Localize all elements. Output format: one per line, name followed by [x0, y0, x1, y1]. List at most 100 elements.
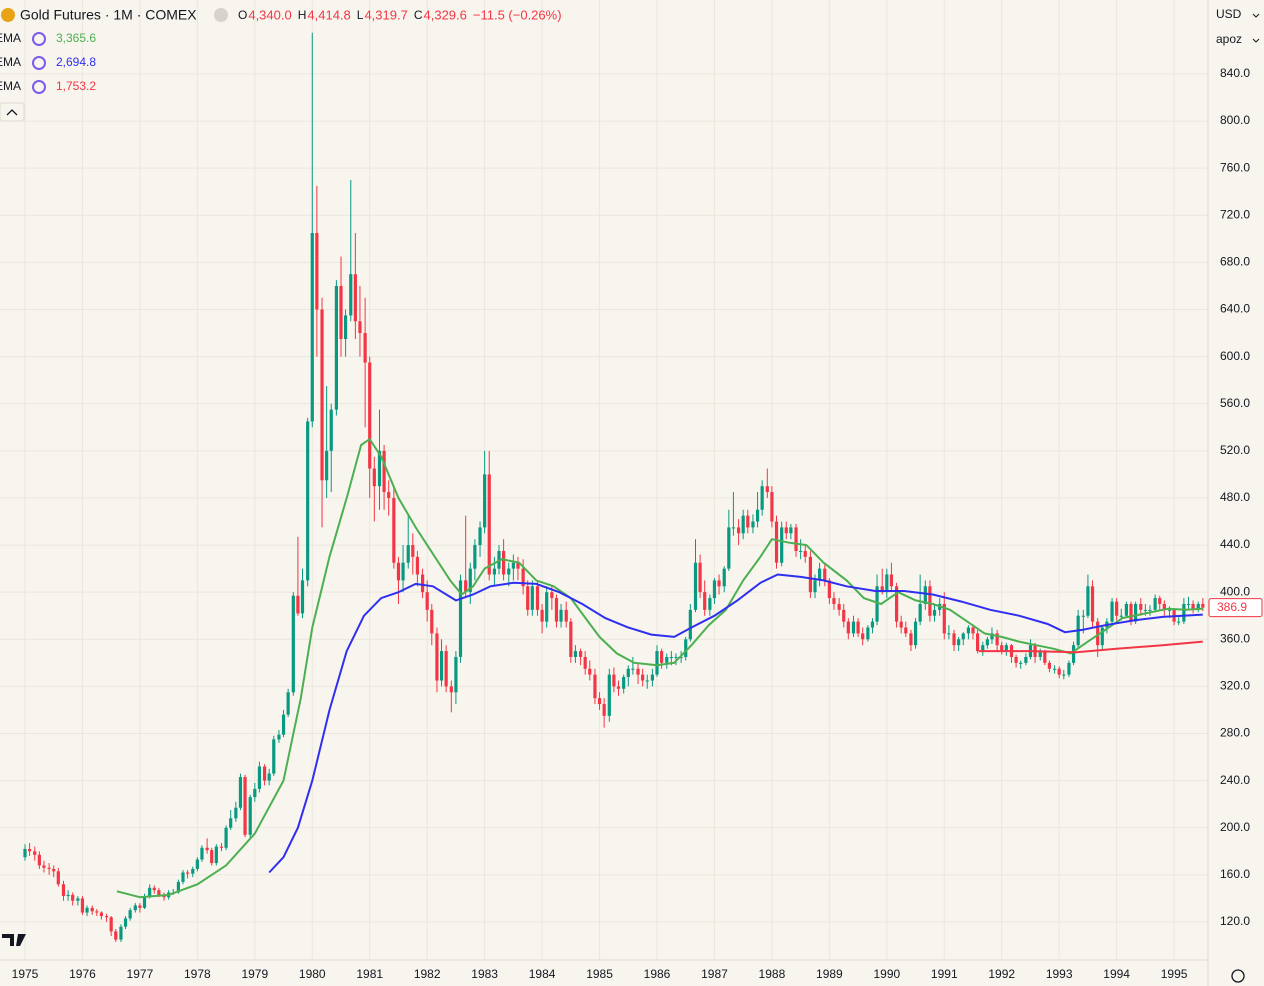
- candle: [224, 825, 228, 851]
- candle-body: [1052, 668, 1057, 670]
- y-tick-label: 320.0: [1220, 679, 1250, 693]
- legend-value: 2,694.8: [56, 55, 96, 69]
- y-tick-label: 280.0: [1220, 726, 1250, 740]
- candle-body: [693, 562, 698, 610]
- candle: [415, 550, 420, 587]
- candle: [717, 574, 721, 595]
- x-tick-label: 1994: [1103, 967, 1130, 981]
- scale-label[interactable]: apoz: [1216, 32, 1242, 46]
- candle: [607, 668, 611, 722]
- y-tick-label: 760.0: [1220, 160, 1250, 174]
- candle: [262, 764, 267, 786]
- candle-body: [296, 595, 300, 614]
- candle: [353, 232, 357, 339]
- candle: [229, 810, 233, 831]
- x-tick-label: 1975: [12, 967, 39, 981]
- candle: [645, 674, 649, 689]
- candle: [774, 515, 779, 569]
- candle-body: [1129, 603, 1133, 622]
- candle: [306, 417, 310, 587]
- candle-body: [521, 568, 525, 587]
- candle-body: [1090, 586, 1095, 622]
- candle: [636, 662, 640, 685]
- dropdown-icon: [1252, 13, 1260, 18]
- legend-icon: [32, 32, 46, 46]
- candle: [248, 794, 252, 840]
- candle: [1182, 598, 1186, 624]
- y-tick-label: 560.0: [1220, 396, 1250, 410]
- candle: [487, 450, 491, 581]
- symbol-title[interactable]: Gold Futures · 1M · COMEX: [20, 7, 197, 23]
- candle-body: [909, 633, 913, 646]
- settings-button[interactable]: [1231, 969, 1245, 983]
- candle: [195, 857, 199, 872]
- candle-body: [90, 907, 94, 912]
- candle-body: [71, 894, 75, 901]
- candle: [1019, 660, 1023, 669]
- candle-body: [128, 910, 132, 919]
- scale-button[interactable]: [1210, 28, 1262, 50]
- candle-body: [1167, 609, 1172, 611]
- logo[interactable]: [2, 934, 26, 946]
- candle: [1062, 669, 1066, 680]
- y-tick-label: 600.0: [1220, 349, 1250, 363]
- candle-body: [780, 527, 784, 563]
- candle: [468, 562, 472, 604]
- candle: [832, 592, 836, 610]
- candle-body: [1000, 645, 1004, 652]
- candle: [334, 280, 339, 416]
- candle: [554, 594, 559, 628]
- visibility-toggle[interactable]: [214, 8, 228, 22]
- candle-body: [420, 574, 425, 593]
- candle-body: [813, 580, 817, 593]
- candle-body: [1062, 674, 1066, 676]
- y-tick-label: 360.0: [1220, 631, 1250, 645]
- candle: [123, 916, 128, 930]
- currency-label[interactable]: USD: [1216, 7, 1242, 21]
- candle: [588, 660, 592, 681]
- candle: [210, 847, 214, 866]
- candle-body: [602, 704, 606, 716]
- candle-body: [325, 450, 329, 481]
- candle-body: [650, 674, 655, 681]
- candle-body: [277, 734, 281, 740]
- candle-body: [411, 545, 415, 557]
- candle-body: [942, 603, 946, 634]
- legend-value: 3,365.6: [56, 31, 96, 45]
- candle-body: [679, 656, 683, 658]
- candle-body: [253, 788, 257, 798]
- candle: [511, 554, 515, 581]
- candle-body: [880, 586, 884, 593]
- ema-line: [268, 573, 1203, 874]
- y-tick-label: 800.0: [1220, 113, 1250, 127]
- candle: [56, 867, 60, 887]
- candle: [66, 890, 70, 901]
- candle-body: [516, 562, 520, 569]
- last-price-box: [1208, 598, 1263, 618]
- candle-body: [449, 686, 453, 693]
- candle-body: [1153, 598, 1157, 610]
- currency-button[interactable]: [1210, 4, 1262, 26]
- candle: [449, 680, 453, 713]
- y-tick-label: 680.0: [1220, 255, 1250, 269]
- candle: [602, 698, 606, 728]
- candle: [1086, 574, 1090, 619]
- candle: [540, 603, 544, 634]
- candle-body: [1177, 621, 1181, 623]
- candle: [1201, 598, 1205, 612]
- candle-body: [928, 586, 932, 616]
- candle: [727, 509, 731, 571]
- candle: [928, 580, 932, 622]
- candle-body: [784, 527, 788, 534]
- candle-body: [310, 232, 314, 422]
- candle: [564, 601, 568, 628]
- candle-body: [866, 627, 870, 640]
- candle: [851, 615, 856, 637]
- candle: [894, 582, 899, 628]
- candle-body: [334, 285, 339, 410]
- candle-body: [272, 739, 276, 774]
- candle-body: [751, 521, 755, 528]
- candle: [382, 444, 386, 510]
- collapse-button[interactable]: [0, 102, 25, 122]
- candle: [85, 905, 89, 917]
